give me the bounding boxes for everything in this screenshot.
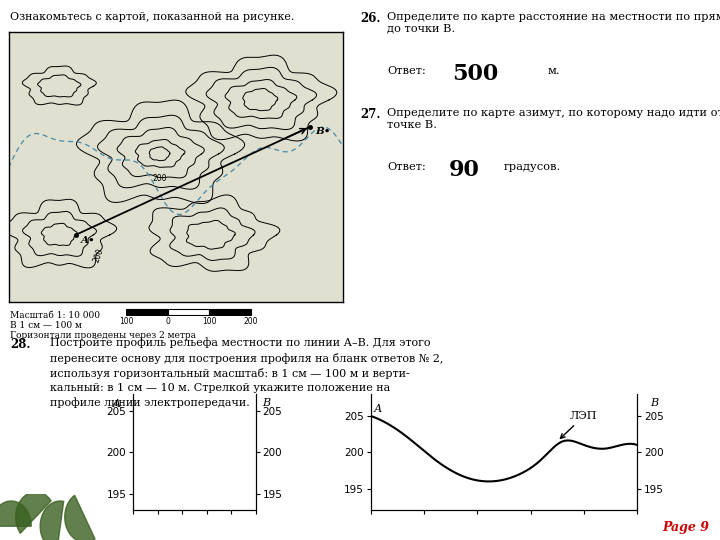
Polygon shape: [40, 501, 63, 540]
Text: 500: 500: [452, 63, 498, 85]
Polygon shape: [65, 495, 95, 540]
Text: В 1 см — 100 м: В 1 см — 100 м: [10, 321, 82, 330]
Text: 100: 100: [119, 317, 133, 326]
Text: Определите по карте расстояние на местности по прямой от точки А
до точки В.: Определите по карте расстояние на местно…: [387, 12, 720, 33]
Text: В: В: [651, 397, 659, 408]
Text: Определите по карте азимут, по которому надо идти от точки А к
точке В.: Определите по карте азимут, по которому …: [387, 108, 720, 130]
Text: 0: 0: [165, 317, 170, 326]
Text: 28.: 28.: [10, 338, 30, 350]
Text: градусов.: градусов.: [504, 162, 562, 172]
Text: Горизонтали проведены через 2 метра: Горизонтали проведены через 2 метра: [10, 331, 196, 340]
Text: 200: 200: [152, 174, 166, 183]
Text: ЛЭП: ЛЭП: [560, 411, 598, 438]
Text: 200: 200: [243, 317, 258, 326]
Text: 27.: 27.: [360, 108, 380, 121]
Text: Page 9: Page 9: [662, 521, 709, 534]
Bar: [168, 309, 210, 315]
Text: 26.: 26.: [360, 12, 380, 25]
Polygon shape: [0, 501, 31, 526]
Bar: [126, 309, 168, 315]
Text: Ответ:: Ответ:: [387, 162, 426, 172]
Text: Постройте профиль рельефа местности по линии А–В. Для этого
перенесите основу дл: Постройте профиль рельефа местности по л…: [50, 338, 444, 408]
Text: 200: 200: [92, 247, 106, 264]
Text: Ответ:: Ответ:: [387, 66, 426, 76]
Polygon shape: [16, 492, 51, 534]
Text: 90: 90: [449, 159, 480, 181]
Text: 100: 100: [202, 317, 217, 326]
Text: B: B: [262, 397, 270, 408]
Text: м.: м.: [547, 66, 560, 76]
Text: А: А: [374, 404, 382, 414]
Text: B•: B•: [315, 127, 330, 136]
Text: A: A: [113, 399, 121, 409]
Text: Масштаб 1: 10 000: Масштаб 1: 10 000: [10, 310, 100, 320]
Bar: [210, 309, 251, 315]
Text: Ознакомьтесь с картой, показанной на рисунке.: Ознакомьтесь с картой, показанной на рис…: [10, 12, 294, 22]
Text: A•: A•: [81, 236, 95, 245]
